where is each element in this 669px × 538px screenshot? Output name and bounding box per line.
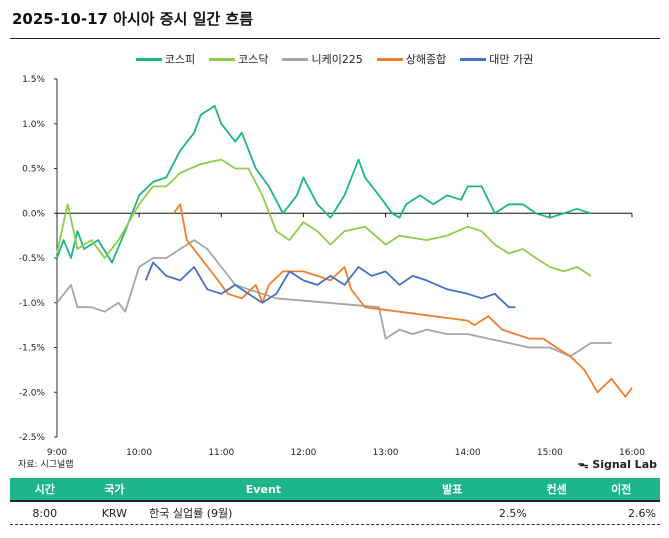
x-tick-label: 10:00 bbox=[126, 448, 152, 458]
cell-country: KRW bbox=[101, 506, 127, 520]
legend-label: 니케이225 bbox=[311, 53, 363, 66]
y-tick-label: -2.5% bbox=[19, 433, 46, 443]
legend-item: 코스피 bbox=[135, 51, 196, 67]
cell-time: 8:00 bbox=[32, 506, 58, 520]
legend-item: 상해종합 bbox=[376, 51, 447, 67]
col-previous: 이전 bbox=[611, 483, 632, 496]
brand-name: Signal Lab bbox=[592, 458, 657, 471]
col-actual: 발표 bbox=[442, 483, 463, 496]
y-tick-label: -2.0% bbox=[19, 388, 46, 398]
y-tick-label: -0.5% bbox=[19, 254, 46, 264]
legend-label: 대만 가권 bbox=[489, 53, 534, 66]
table-header: 시간 국가 Event 발표 컨센 이전 bbox=[10, 478, 660, 502]
col-country: 국가 bbox=[104, 483, 125, 496]
brand-logo: ᯓ Signal Lab bbox=[578, 457, 657, 472]
legend-swatch bbox=[135, 57, 162, 61]
legend-label: 코스피 bbox=[164, 53, 196, 66]
x-tick-label: 15:00 bbox=[537, 448, 563, 458]
series-line-코스닥 bbox=[56, 158, 592, 277]
series-line-니케이225 bbox=[56, 239, 612, 358]
legend-swatch bbox=[460, 57, 487, 61]
source-note: 자료: 시그널랩 bbox=[18, 460, 74, 470]
page-title: 2025-10-17 아시아 증시 일간 흐름 bbox=[12, 10, 254, 28]
event-table: 시간 국가 Event 발표 컨센 이전 8:00 KRW 한국 실업률 (9월… bbox=[10, 478, 660, 525]
series-line-코스피 bbox=[56, 105, 592, 264]
table-row: 8:00 KRW 한국 실업률 (9월) 2.5% 2.6% bbox=[10, 502, 660, 525]
divider bbox=[10, 38, 660, 39]
col-event: Event bbox=[245, 482, 282, 496]
y-tick-label: -1.5% bbox=[19, 344, 46, 354]
legend-swatch bbox=[282, 57, 309, 61]
y-tick-label: 1.0% bbox=[22, 120, 45, 130]
legend-item: 코스닥 bbox=[209, 51, 268, 67]
x-tick-label: 16:00 bbox=[619, 448, 645, 458]
legend-swatch bbox=[209, 57, 236, 61]
y-tick-label: 0.5% bbox=[22, 165, 45, 175]
series-line-상해종합 bbox=[172, 203, 633, 398]
legend-item: 니케이225 bbox=[282, 51, 363, 67]
legend-item: 대만 가권 bbox=[460, 51, 533, 67]
cell-previous: 2.6% bbox=[628, 506, 656, 520]
x-tick-label: 14:00 bbox=[455, 448, 481, 458]
x-tick-label: 12:00 bbox=[290, 448, 316, 458]
pulse-icon: ᯓ bbox=[577, 458, 593, 471]
x-tick-label: 9:00 bbox=[47, 448, 67, 458]
series-line-대만 가권 bbox=[144, 261, 516, 309]
cell-event: 한국 실업률 (9월) bbox=[149, 507, 233, 520]
legend: 코스피 코스닥 니케이225 상해종합 대만 가권 bbox=[0, 51, 669, 67]
x-tick-label: 13:00 bbox=[373, 448, 399, 458]
legend-label: 상해종합 bbox=[405, 53, 447, 66]
y-tick-label: 0.0% bbox=[22, 209, 45, 219]
cell-actual: 2.5% bbox=[498, 506, 527, 520]
y-tick-label: -1.0% bbox=[19, 299, 46, 309]
line-chart: 1.5% 1.0% 0.5% 0.0% -0.5% -1.0% -1.5% -2.0% -2.5… bbox=[19, 75, 645, 458]
y-tick-label: 1.5% bbox=[22, 75, 45, 85]
col-time: 시간 bbox=[34, 483, 55, 496]
col-consensus: 컨센 bbox=[546, 483, 567, 496]
legend-swatch bbox=[376, 57, 403, 61]
legend-label: 코스닥 bbox=[238, 53, 269, 66]
x-tick-label: 11:00 bbox=[208, 448, 234, 458]
